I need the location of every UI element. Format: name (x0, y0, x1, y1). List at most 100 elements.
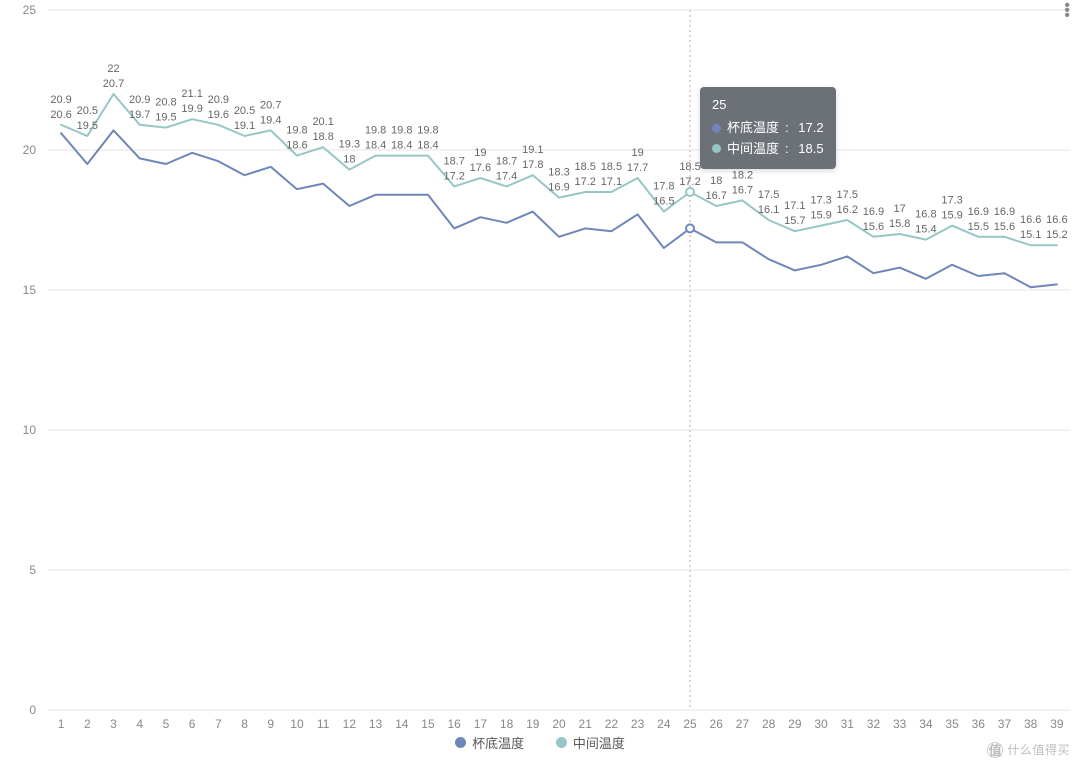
svg-text:19: 19 (631, 147, 643, 159)
watermark-icon: 值 (987, 742, 1003, 758)
svg-text:22: 22 (107, 63, 119, 75)
svg-text:8: 8 (241, 717, 248, 731)
chart-tooltip: 25 杯底温度: 17.2 中间温度: 18.5 (700, 87, 836, 169)
svg-text:18.4: 18.4 (365, 140, 386, 152)
svg-text:37: 37 (998, 717, 1012, 731)
svg-text:20.7: 20.7 (103, 78, 124, 90)
svg-text:24: 24 (657, 717, 671, 731)
svg-text:21.1: 21.1 (181, 88, 202, 100)
svg-text:17.5: 17.5 (837, 189, 858, 201)
svg-text:20.6: 20.6 (50, 109, 71, 121)
svg-text:34: 34 (919, 717, 933, 731)
svg-text:19.1: 19.1 (522, 144, 543, 156)
svg-text:20.5: 20.5 (77, 105, 98, 117)
svg-text:16.9: 16.9 (994, 206, 1015, 218)
svg-text:28: 28 (762, 717, 776, 731)
svg-text:20.9: 20.9 (208, 94, 229, 106)
svg-text:10: 10 (290, 717, 304, 731)
svg-text:5: 5 (29, 563, 36, 577)
svg-text:21: 21 (579, 717, 593, 731)
svg-text:16.9: 16.9 (548, 182, 569, 194)
svg-text:18.4: 18.4 (391, 140, 412, 152)
svg-text:17.7: 17.7 (627, 162, 648, 174)
svg-text:17.3: 17.3 (941, 195, 962, 207)
svg-text:33: 33 (893, 717, 907, 731)
svg-text:18.5: 18.5 (679, 161, 700, 173)
tooltip-series1-value: 17.2 (798, 118, 823, 139)
svg-text:9: 9 (267, 717, 274, 731)
svg-text:18.5: 18.5 (574, 161, 595, 173)
svg-text:22: 22 (605, 717, 619, 731)
tooltip-x-label: 25 (712, 95, 824, 116)
svg-text:13: 13 (369, 717, 383, 731)
svg-text:12: 12 (343, 717, 357, 731)
temperature-line-chart: 0510152025123456789101112131415161718192… (0, 0, 1080, 766)
svg-text:20.9: 20.9 (129, 94, 150, 106)
svg-text:23: 23 (631, 717, 645, 731)
svg-text:31: 31 (841, 717, 855, 731)
svg-text:17.2: 17.2 (574, 176, 595, 188)
svg-text:17.2: 17.2 (679, 176, 700, 188)
svg-text:16.6: 16.6 (1046, 214, 1067, 226)
svg-text:18.2: 18.2 (732, 169, 753, 181)
svg-text:3: 3 (110, 717, 117, 731)
legend-label-series1: 杯底温度 (472, 733, 524, 752)
svg-text:16.8: 16.8 (915, 209, 936, 221)
svg-text:15.9: 15.9 (810, 210, 831, 222)
svg-text:20.7: 20.7 (260, 99, 281, 111)
svg-text:17: 17 (474, 717, 488, 731)
svg-text:19: 19 (526, 717, 540, 731)
svg-text:15.5: 15.5 (968, 221, 989, 233)
svg-text:16.7: 16.7 (732, 184, 753, 196)
svg-text:15: 15 (23, 283, 37, 297)
svg-text:17: 17 (894, 203, 906, 215)
svg-text:11: 11 (317, 717, 330, 731)
svg-text:30: 30 (814, 717, 828, 731)
more-options-button[interactable]: ••• (1064, 4, 1070, 19)
svg-text:20.5: 20.5 (234, 105, 255, 117)
svg-text:18: 18 (343, 154, 355, 166)
svg-text:17.3: 17.3 (810, 195, 831, 207)
svg-text:19.6: 19.6 (208, 109, 229, 121)
svg-text:27: 27 (736, 717, 750, 731)
tooltip-dot-series2 (712, 144, 721, 153)
svg-text:20: 20 (23, 143, 37, 157)
watermark: 值 什么值得买 (987, 741, 1070, 758)
svg-text:26: 26 (710, 717, 724, 731)
legend-dot-series1 (455, 737, 466, 748)
svg-text:15.1: 15.1 (1020, 229, 1041, 241)
svg-text:17.5: 17.5 (758, 189, 779, 201)
svg-text:19.5: 19.5 (77, 120, 98, 132)
svg-text:15.9: 15.9 (941, 210, 962, 222)
legend-item-series2[interactable]: 中间温度 (556, 733, 625, 752)
legend-dot-series2 (556, 737, 567, 748)
svg-text:19.5: 19.5 (155, 112, 176, 124)
svg-text:0: 0 (29, 703, 36, 717)
svg-text:36: 36 (972, 717, 986, 731)
svg-text:19.8: 19.8 (391, 125, 412, 137)
svg-text:25: 25 (683, 717, 697, 731)
svg-text:16.6: 16.6 (1020, 214, 1041, 226)
svg-text:18.5: 18.5 (601, 161, 622, 173)
svg-text:19.8: 19.8 (417, 125, 438, 137)
svg-text:25: 25 (23, 3, 37, 17)
tooltip-series1-label: 杯底温度 (727, 118, 779, 139)
svg-text:7: 7 (215, 717, 222, 731)
svg-text:19.9: 19.9 (181, 103, 202, 115)
svg-text:17.8: 17.8 (653, 181, 674, 193)
svg-text:19: 19 (474, 147, 486, 159)
svg-text:18.4: 18.4 (417, 140, 438, 152)
svg-text:17.1: 17.1 (784, 200, 805, 212)
svg-text:38: 38 (1024, 717, 1038, 731)
svg-text:19.3: 19.3 (339, 139, 360, 151)
svg-text:17.8: 17.8 (522, 159, 543, 171)
svg-text:19.8: 19.8 (365, 125, 386, 137)
svg-text:4: 4 (136, 717, 143, 731)
svg-text:39: 39 (1050, 717, 1064, 731)
svg-text:20.1: 20.1 (312, 116, 333, 128)
svg-text:20: 20 (552, 717, 566, 731)
svg-text:16.9: 16.9 (968, 206, 989, 218)
svg-text:32: 32 (867, 717, 881, 731)
svg-text:19.7: 19.7 (129, 109, 150, 121)
legend-item-series1[interactable]: 杯底温度 (455, 733, 524, 752)
